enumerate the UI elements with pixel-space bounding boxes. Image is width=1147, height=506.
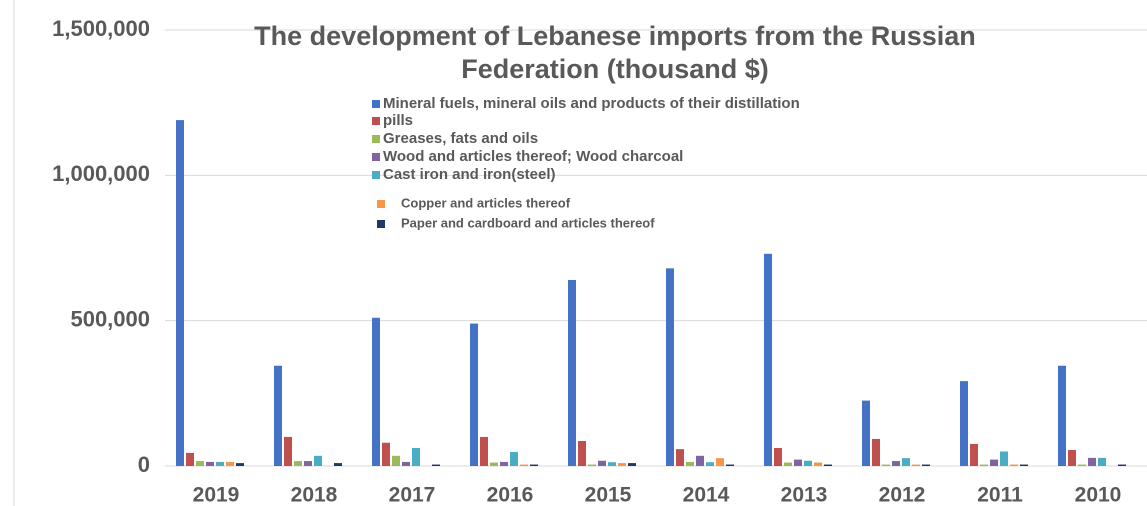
x-tick-label: 2011: [977, 484, 1023, 506]
bar: [686, 461, 694, 466]
bar: [176, 120, 184, 467]
bar: [970, 443, 978, 466]
legend-label: Paper and cardboard and articles thereof: [401, 215, 655, 230]
bar: [912, 464, 920, 466]
legend-swatch: [377, 220, 385, 228]
bar: [530, 464, 538, 466]
bar: [706, 462, 714, 466]
bar: [922, 464, 930, 466]
chart-title: The development of Lebanese imports from…: [254, 21, 976, 84]
bar: [872, 438, 880, 466]
bar: [490, 462, 498, 466]
x-tick-label: 2018: [291, 484, 338, 506]
legend-label: Mineral fuels, mineral oils and products…: [383, 95, 800, 112]
x-tick-label: 2014: [683, 484, 730, 506]
x-tick-label: 2019: [193, 484, 240, 506]
bar: [990, 459, 998, 466]
y-tick-label: 500,000: [70, 306, 150, 331]
bar: [510, 452, 518, 466]
y-tick-label: 0: [138, 452, 150, 477]
bar: [618, 463, 626, 466]
bar: [1098, 457, 1106, 466]
y-tick-label: 1,500,000: [52, 16, 150, 41]
bar: [726, 464, 734, 466]
legend-swatch: [377, 200, 385, 208]
x-tick-label: 2016: [487, 484, 534, 506]
x-tick-label: 2013: [781, 484, 828, 506]
x-tick-label: 2017: [389, 484, 436, 506]
bar: [284, 436, 292, 466]
bar: [216, 461, 224, 466]
bar: [236, 463, 244, 466]
bar: [568, 279, 576, 466]
bar: [520, 464, 528, 466]
bar: [1020, 464, 1028, 466]
legend-swatch: [372, 117, 380, 125]
bar: [186, 452, 194, 466]
bar: [206, 461, 214, 466]
bar: [1088, 457, 1096, 466]
bar: [412, 447, 420, 466]
legend-swatch: [372, 100, 380, 108]
bar: [226, 461, 234, 466]
bar: [372, 317, 380, 466]
bar: [578, 441, 586, 466]
bar: [794, 459, 802, 466]
bar: [1010, 464, 1018, 466]
bar: [432, 464, 440, 466]
bar: [814, 462, 822, 466]
bar: [764, 253, 772, 466]
legend-swatch: [372, 135, 380, 143]
bar: [500, 461, 508, 466]
x-tick-label: 2015: [585, 484, 632, 506]
bar: [304, 461, 312, 466]
bar: [716, 458, 724, 466]
bar: [666, 268, 674, 466]
legend-label: Greases, fats and oils: [383, 130, 538, 147]
bar: [274, 365, 282, 466]
bar: [598, 460, 606, 466]
bar: [1118, 464, 1126, 466]
bar: [980, 464, 988, 466]
bar: [902, 458, 910, 466]
x-tick-label: 2010: [1075, 484, 1122, 506]
bar: [588, 464, 596, 466]
legend-swatch: [372, 171, 380, 179]
bar: [1058, 365, 1066, 466]
bar: [608, 462, 616, 466]
bar: [824, 464, 832, 466]
bar: [480, 436, 488, 466]
legend-swatch: [372, 153, 380, 161]
bar: [334, 463, 342, 466]
bar: [382, 442, 390, 466]
bar: [774, 447, 782, 466]
bar: [628, 463, 636, 466]
bar: [784, 462, 792, 466]
bar: [314, 455, 322, 466]
bar: [1078, 464, 1086, 466]
bar: [402, 461, 410, 466]
bar: [1000, 451, 1008, 466]
y-tick-label: 1,000,000: [52, 161, 150, 186]
x-tick-label: 2012: [879, 484, 926, 506]
bar: [882, 464, 890, 466]
bar: [470, 323, 478, 466]
bar: [862, 400, 870, 466]
bar: [696, 455, 704, 466]
legend-label: pills: [383, 112, 413, 129]
legend-label: Cast iron and iron(steel): [383, 166, 556, 183]
bar: [294, 461, 302, 466]
bar: [676, 449, 684, 466]
bar: [892, 461, 900, 466]
legend-label: Copper and articles thereof: [401, 195, 571, 210]
bar: [196, 461, 204, 466]
bar: [960, 381, 968, 466]
bar: [804, 460, 812, 466]
legend-label: Wood and articles thereof; Wood charcoal: [383, 148, 683, 165]
bar: [1068, 450, 1076, 466]
bar: [392, 455, 400, 466]
